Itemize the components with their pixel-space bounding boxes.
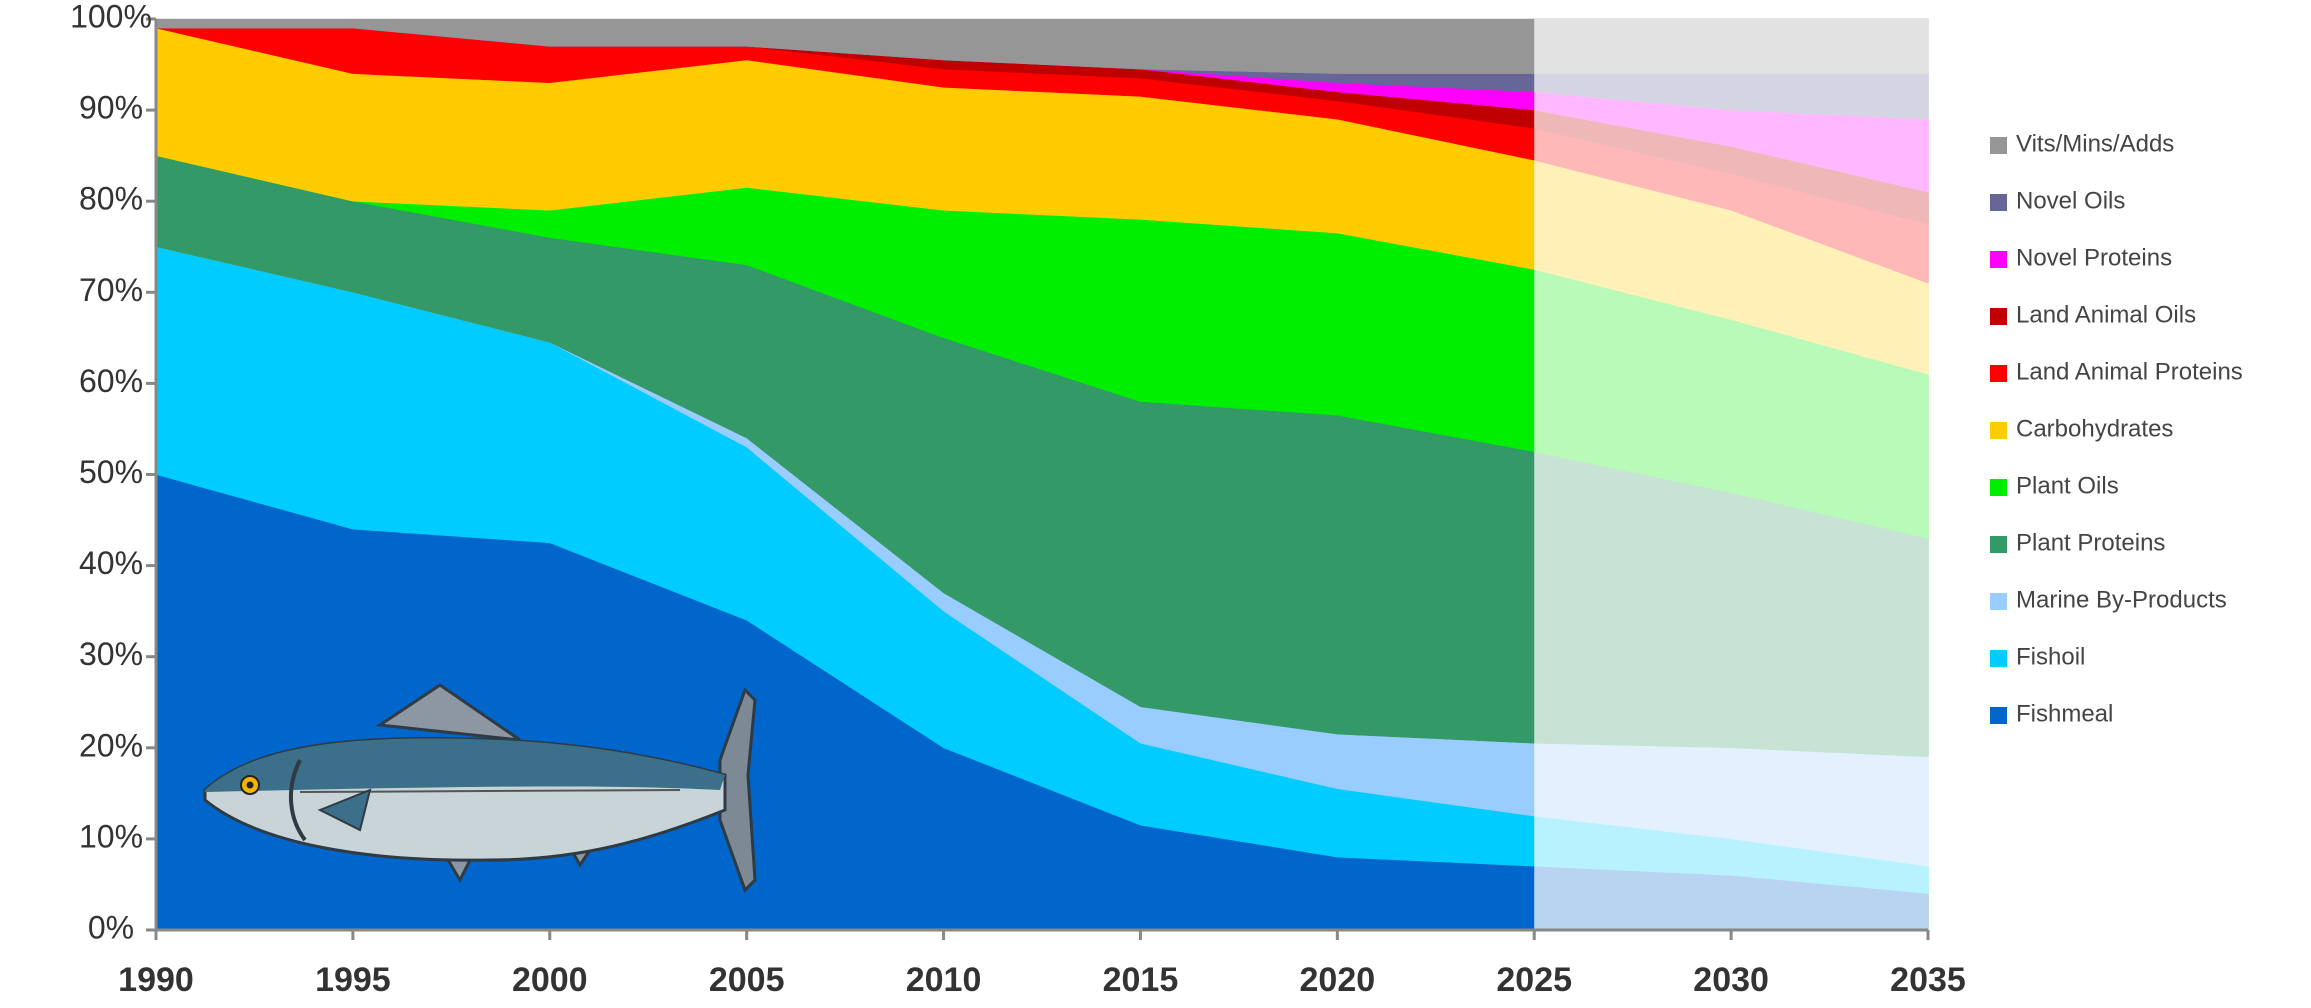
y-tick-label: 10% — [79, 818, 143, 854]
legend-swatch — [1990, 707, 2007, 724]
legend: Vits/Mins/Adds Novel Oils Novel Proteins La… — [1990, 130, 2243, 727]
legend-swatch — [1990, 251, 2007, 268]
axes: 0% 10% 20% 30% 40% 50% 60% 70% 80% 90% 100% 1990 199… — [70, 0, 1966, 999]
legend-label: Carbohydrates — [2016, 415, 2173, 442]
legend-swatch — [1990, 194, 2007, 211]
x-tick-label: 2015 — [1103, 961, 1179, 999]
fish-pupil — [246, 781, 254, 789]
x-tick-label: 1995 — [315, 961, 391, 999]
legend-label: Fishmeal — [2016, 700, 2113, 727]
legend-label: Vits/Mins/Adds — [2016, 130, 2174, 157]
y-tick-label: 30% — [79, 636, 143, 672]
legend-label: Novel Oils — [2016, 187, 2125, 214]
projection-overlay — [1534, 19, 1928, 930]
y-tick-label: 20% — [79, 727, 143, 763]
legend-label: Marine By-Products — [2016, 586, 2227, 613]
fish-tail — [718, 687, 757, 893]
legend-label: Novel Proteins — [2016, 244, 2172, 271]
projection-shade — [1534, 19, 1928, 930]
x-tick-label: 2025 — [1496, 961, 1572, 999]
legend-swatch — [1990, 593, 2007, 610]
fish-fin — [375, 683, 521, 742]
salmon-illustration — [203, 683, 757, 893]
fish-gill — [288, 759, 307, 842]
x-tick-label: 2010 — [906, 961, 982, 999]
x-tick-label: 2000 — [512, 961, 588, 999]
y-tick-label: 70% — [79, 272, 143, 308]
legend-label: Fishoil — [2016, 643, 2085, 670]
legend-label: Land Animal Oils — [2016, 301, 2196, 328]
y-tick-label: 40% — [79, 545, 143, 581]
y-tick-label: 90% — [79, 90, 143, 126]
legend-swatch — [1990, 479, 2007, 496]
x-tick-label: 1990 — [118, 961, 194, 999]
legend-swatch — [1990, 365, 2007, 382]
y-tick-label: 50% — [79, 454, 143, 490]
legend-swatch — [1990, 650, 2007, 667]
y-tick-label: 100% — [70, 0, 152, 34]
legend-label: Plant Oils — [2016, 472, 2119, 499]
legend-swatch — [1990, 422, 2007, 439]
legend-swatch — [1990, 137, 2007, 154]
legend-label: Plant Proteins — [2016, 529, 2165, 556]
legend-swatch — [1990, 308, 2007, 325]
fish-fin — [317, 788, 372, 832]
x-tick-label: 2005 — [709, 961, 785, 999]
legend-swatch — [1990, 536, 2007, 553]
x-tick-label: 2020 — [1300, 961, 1376, 999]
x-tick-label: 2030 — [1693, 961, 1769, 999]
fish-back — [205, 738, 725, 792]
y-tick-label: 0% — [88, 909, 134, 945]
y-tick-label: 60% — [79, 363, 143, 399]
x-tick-label: 2035 — [1890, 961, 1966, 999]
y-tick-label: 80% — [79, 181, 143, 217]
legend-label: Land Animal Proteins — [2016, 358, 2243, 385]
